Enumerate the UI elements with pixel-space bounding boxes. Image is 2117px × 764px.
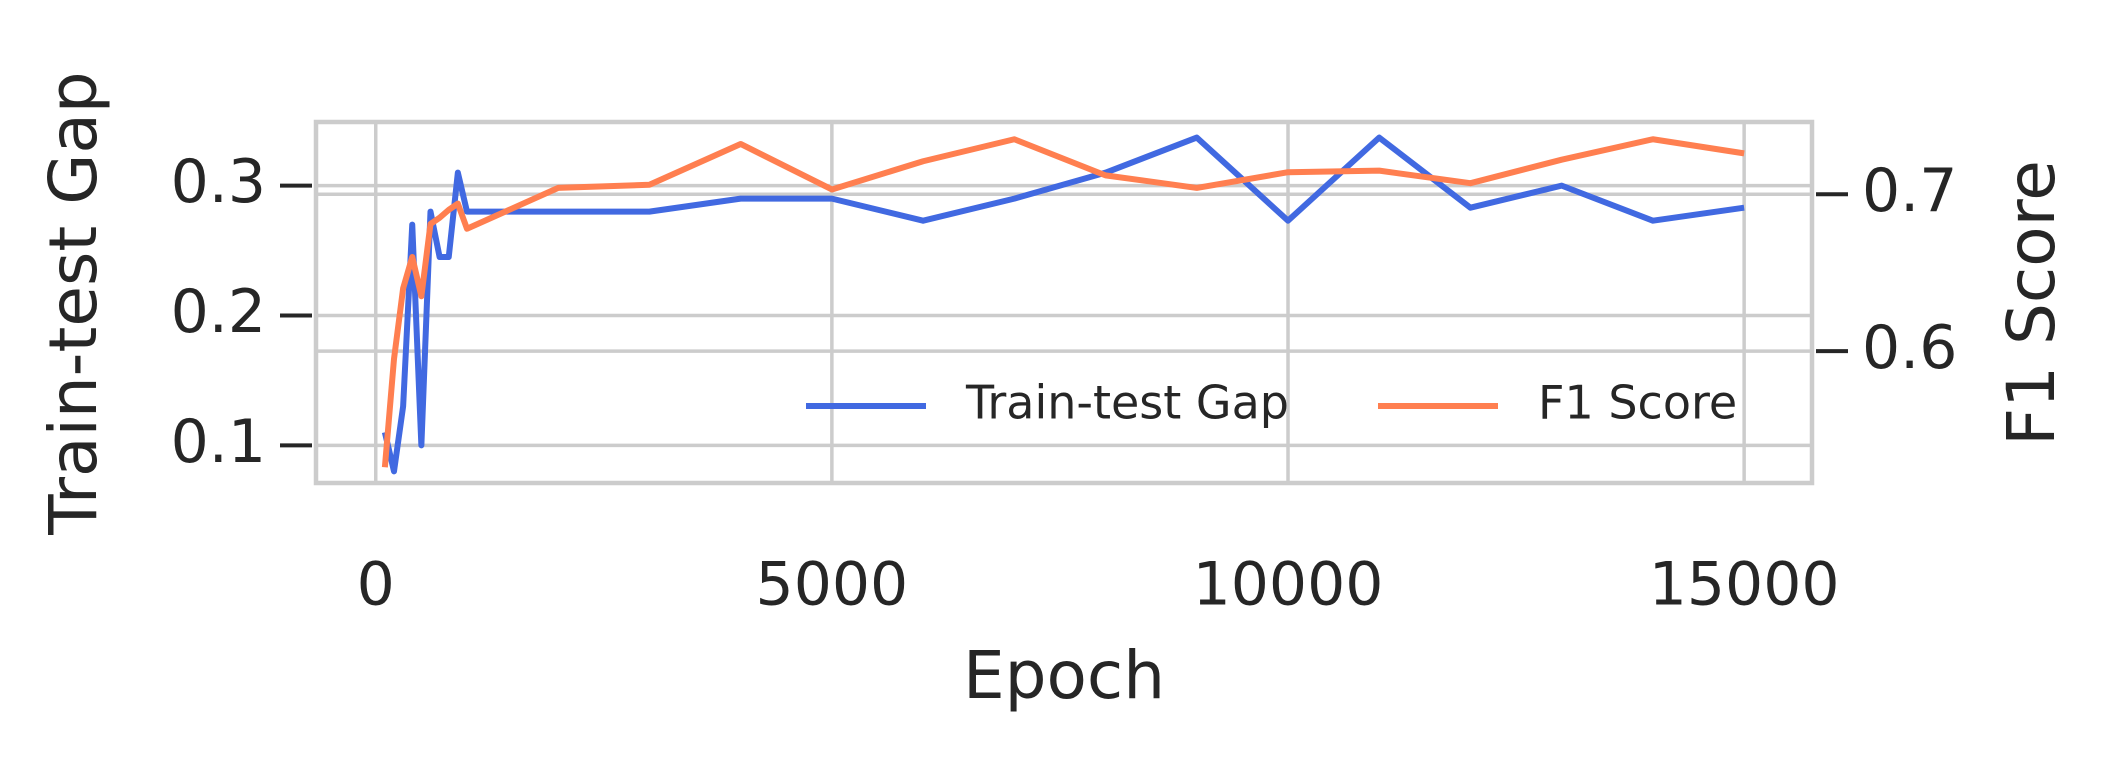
legend-label: F1 Score	[1538, 376, 1737, 430]
x-tick-label: 15000	[1649, 550, 1840, 620]
y-tick-label: 0.1	[171, 407, 266, 477]
legend-label: Train-test Gap	[965, 376, 1289, 430]
x-tick-label: 10000	[1193, 550, 1384, 620]
y2-tick-label: 0.7	[1862, 156, 1957, 226]
y2-tick-label: 0.6	[1862, 313, 1957, 383]
x-axis-label: Epoch	[963, 637, 1165, 714]
y-tick-label: 0.3	[171, 147, 266, 217]
x-tick-label: 5000	[756, 550, 909, 620]
y2-axis-label: F1 Score	[1993, 160, 2070, 446]
plot-frame	[313, 119, 1815, 486]
y-tick-label: 0.2	[171, 277, 266, 347]
series-line	[381, 134, 1745, 475]
series-line	[381, 136, 1745, 468]
x-tick-label: 0	[357, 550, 395, 620]
y-axis-label: Train-test Gap	[35, 71, 112, 535]
